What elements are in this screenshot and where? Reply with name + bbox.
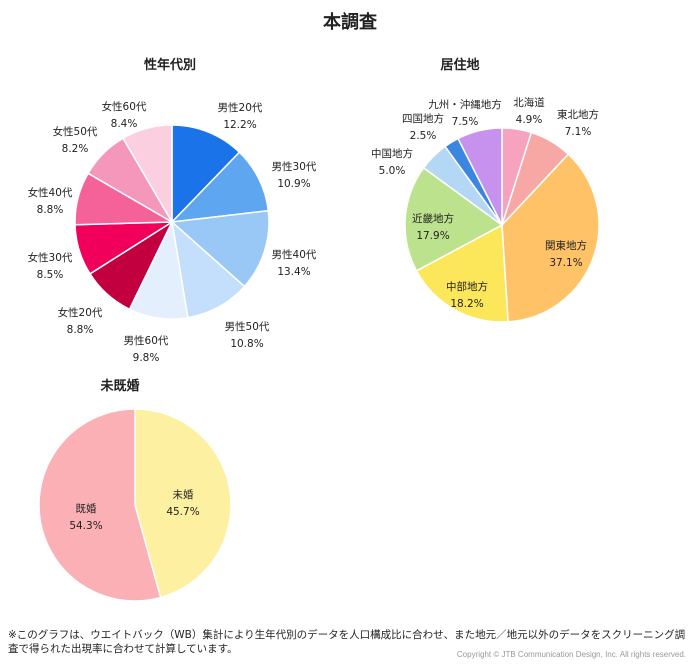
residence-label-5: 中国地方	[371, 147, 413, 160]
residence-value-2: 37.1%	[549, 257, 582, 269]
residence-label-7: 九州・沖縄地方	[428, 98, 502, 111]
marital-slice-1	[38, 408, 162, 602]
main-title: 本調査	[323, 12, 377, 33]
gender-age-value-3: 10.8%	[230, 338, 263, 350]
residence-label-1: 東北地方	[557, 108, 599, 121]
residence-slice-3	[415, 223, 509, 323]
chart-title-gender-age: 性年代別	[143, 58, 196, 73]
gender-age-label-4: 男性60代	[124, 334, 169, 347]
gender-age-label-5: 女性20代	[58, 306, 103, 319]
residence-value-4: 17.9%	[416, 230, 449, 242]
gender-age-value-9: 8.4%	[111, 118, 138, 130]
gender-age-value-5: 8.8%	[67, 324, 94, 336]
residence-label-2: 関東地方	[545, 239, 587, 252]
gender-age-slice-9	[122, 124, 173, 225]
residence-label-0: 北海道	[513, 96, 545, 109]
residence-value-5: 5.0%	[379, 165, 406, 177]
marital-label-0: 未婚	[173, 488, 194, 501]
gender-age-slice-0	[171, 124, 241, 224]
gender-age-label-9: 女性60代	[102, 100, 147, 113]
gender-age-label-1: 男性30代	[272, 160, 317, 173]
gender-age-value-8: 8.2%	[62, 143, 89, 155]
gender-age-value-6: 8.5%	[37, 269, 64, 281]
gender-age-label-3: 男性50代	[225, 320, 270, 333]
residence-value-7: 7.5%	[452, 116, 479, 128]
gender-age-label-6: 女性30代	[28, 251, 73, 264]
gender-age-slice-2	[170, 209, 270, 288]
residence-value-0: 4.9%	[516, 114, 543, 126]
gender-age-value-4: 9.8%	[133, 352, 160, 364]
residence-value-1: 7.1%	[565, 126, 592, 138]
residence-slice-2	[501, 153, 600, 323]
residence-label-6: 四国地方	[402, 112, 444, 125]
marital-value-1: 54.3%	[69, 520, 102, 532]
chart-title-residence: 居住地	[440, 58, 480, 73]
footnote: ※このグラフは、ウエイトバック（WB）集計により生年代別のデータを人口構成比に合…	[8, 629, 686, 655]
gender-age-label-8: 女性50代	[53, 125, 98, 138]
marital-label-1: 既婚	[76, 502, 97, 515]
chart-title-marital: 未既婚	[100, 379, 140, 394]
residence-label-3: 中部地方	[446, 280, 488, 293]
residence-value-6: 2.5%	[410, 130, 437, 142]
marital-value-0: 45.7%	[166, 506, 199, 518]
residence-value-3: 18.2%	[450, 298, 483, 310]
gender-age-label-0: 男性20代	[218, 101, 263, 114]
gender-age-value-7: 8.8%	[37, 204, 64, 216]
gender-age-label-2: 男性40代	[272, 248, 317, 261]
gender-age-slice-3	[170, 220, 246, 319]
gender-age-slice-1	[170, 151, 270, 223]
gender-age-value-1: 10.9%	[277, 178, 310, 190]
gender-age-label-7: 女性40代	[28, 186, 73, 199]
copyright: Copyright © JTB Communication Design, In…	[456, 650, 686, 659]
residence-label-4: 近畿地方	[412, 212, 454, 225]
residence-slice-4	[404, 166, 504, 272]
gender-age-value-2: 13.4%	[277, 266, 310, 278]
residence-slice-7	[457, 127, 503, 226]
marital-slice-0	[134, 408, 232, 599]
gender-age-value-0: 12.2%	[223, 119, 256, 131]
